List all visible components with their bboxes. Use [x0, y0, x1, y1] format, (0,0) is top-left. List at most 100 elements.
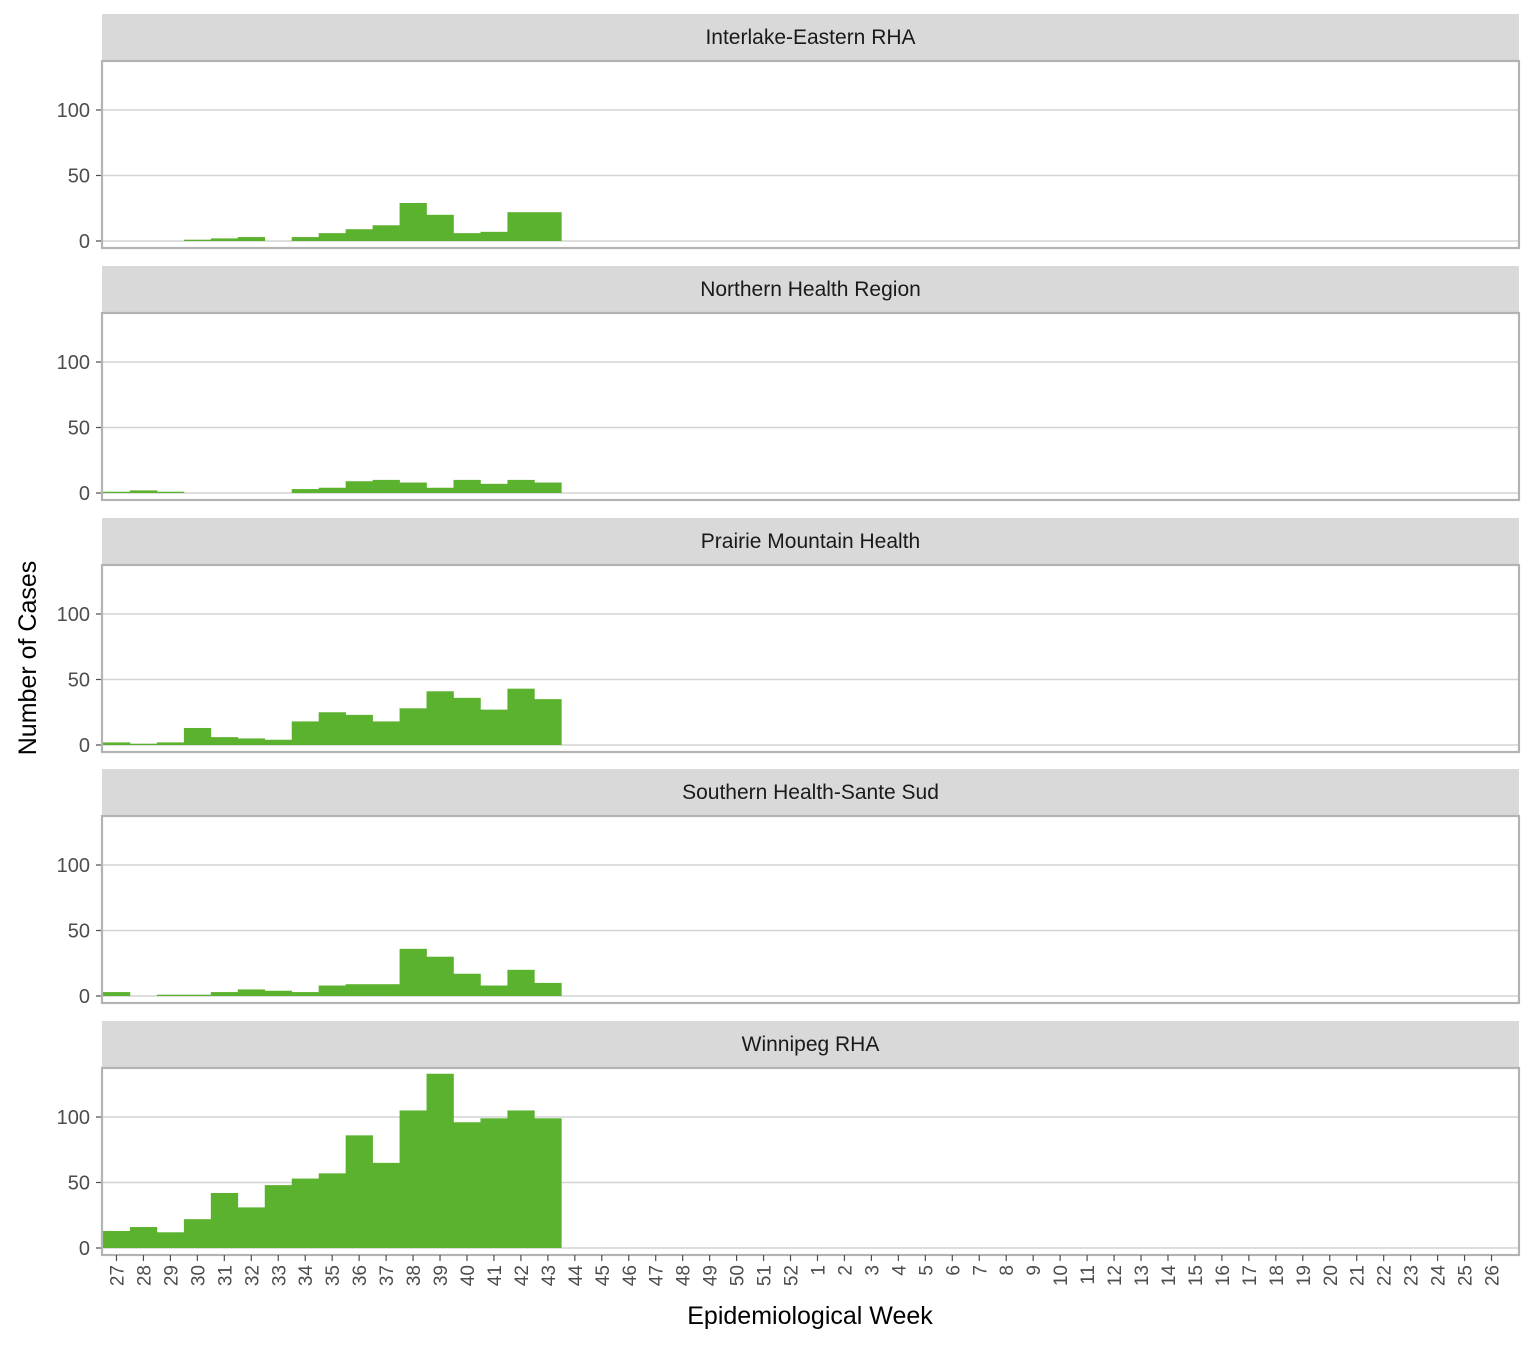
x-tick-label: 43 — [539, 1265, 560, 1286]
panel: Southern Health-Sante Sud 0 50 100 — [57, 769, 1521, 1008]
bar — [372, 225, 400, 241]
y-tick-label: 0 — [79, 231, 90, 253]
bar — [507, 688, 535, 745]
bar — [453, 1122, 481, 1248]
bar — [291, 992, 319, 996]
x-tick-label: 5 — [916, 1265, 937, 1276]
bar — [318, 712, 346, 745]
x-tick-label: 9 — [1024, 1265, 1045, 1276]
x-tick-label: 39 — [431, 1265, 452, 1286]
bar — [480, 709, 508, 745]
bar — [318, 487, 346, 493]
x-tick-label: 34 — [296, 1265, 317, 1287]
plot-area — [102, 61, 1519, 248]
bar — [426, 487, 454, 493]
bar — [210, 238, 239, 241]
x-tick-label: 4 — [889, 1265, 910, 1276]
bar — [480, 231, 508, 241]
panel-title: Northern Health Region — [700, 278, 921, 301]
bar — [534, 1118, 562, 1248]
x-tick-label: 18 — [1267, 1265, 1288, 1286]
bar — [103, 992, 131, 996]
x-tick-label: 1 — [808, 1265, 829, 1276]
bar — [372, 721, 400, 745]
y-tick-label: 50 — [68, 1173, 90, 1195]
bar — [345, 984, 373, 996]
bar — [534, 212, 562, 241]
x-tick-label: 48 — [674, 1265, 695, 1286]
x-tick-label: 38 — [404, 1265, 425, 1286]
x-tick-label: 46 — [620, 1265, 641, 1286]
bar — [291, 237, 319, 241]
panel-strip — [102, 518, 1519, 564]
x-tick-label: 31 — [215, 1265, 236, 1286]
x-tick-label: 2 — [835, 1265, 856, 1276]
x-tick-label: 40 — [458, 1265, 479, 1286]
bar — [210, 1192, 239, 1248]
bar — [264, 1185, 293, 1248]
x-tick-label: 27 — [107, 1265, 128, 1286]
y-tick-label: 100 — [57, 352, 90, 374]
panel: Prairie Mountain Health 0 50 100 — [57, 518, 1521, 757]
bar — [237, 989, 266, 996]
plot-area — [102, 313, 1519, 500]
bar — [453, 973, 481, 996]
bar — [453, 697, 481, 745]
x-tick-label: 42 — [512, 1265, 533, 1286]
bar — [237, 738, 266, 745]
x-tick-label: 41 — [485, 1265, 506, 1286]
bar — [426, 1073, 454, 1248]
x-tick-label: 15 — [1186, 1265, 1207, 1286]
x-tick-label: 26 — [1483, 1265, 1504, 1286]
bar — [534, 482, 562, 493]
bar — [399, 708, 427, 745]
x-tick-label: 36 — [350, 1265, 371, 1286]
bar — [264, 739, 293, 745]
panel-title: Interlake-Eastern RHA — [705, 26, 915, 49]
x-tick-label: 11 — [1078, 1265, 1099, 1285]
y-tick-label: 0 — [79, 735, 90, 757]
bar — [318, 1173, 346, 1248]
y-tick-label: 100 — [57, 855, 90, 877]
bar — [183, 727, 212, 745]
x-tick-label: 22 — [1375, 1265, 1396, 1286]
y-tick-label: 50 — [68, 166, 90, 188]
bar — [156, 994, 185, 996]
x-tick-label: 6 — [943, 1265, 964, 1276]
x-tick-label: 21 — [1348, 1265, 1369, 1286]
y-tick-label: 100 — [57, 100, 90, 122]
panel-border — [100, 814, 1521, 1005]
panel-border — [100, 311, 1521, 502]
x-tick-label: 37 — [377, 1265, 398, 1286]
x-tick-label: 52 — [782, 1265, 803, 1286]
y-tick-label: 50 — [68, 921, 90, 943]
x-tick-label: 19 — [1294, 1265, 1315, 1286]
bar — [103, 742, 131, 745]
bar — [156, 742, 185, 745]
x-tick-label: 51 — [755, 1265, 776, 1286]
bar — [129, 490, 158, 493]
bar — [291, 489, 319, 493]
y-tick-label: 100 — [57, 604, 90, 626]
x-tick-label: 35 — [323, 1265, 344, 1286]
bar — [399, 203, 427, 241]
panel-strip — [102, 1021, 1519, 1067]
bar — [372, 984, 400, 996]
bar — [183, 994, 212, 996]
bar — [291, 721, 319, 745]
bar — [480, 483, 508, 493]
panel-border — [100, 59, 1521, 250]
panel-border — [100, 563, 1521, 754]
bar — [345, 1135, 373, 1248]
panel-title: Winnipeg RHA — [742, 1033, 880, 1056]
x-tick-label: 3 — [862, 1265, 883, 1276]
bar — [129, 1227, 158, 1248]
x-tick-label: 16 — [1213, 1265, 1234, 1286]
bar — [426, 691, 454, 745]
x-tick-label: 32 — [242, 1265, 263, 1286]
panel: Northern Health Region 0 50 100 — [57, 266, 1521, 505]
x-tick-label: 29 — [161, 1265, 182, 1286]
bar — [480, 985, 508, 996]
panel-border — [100, 1066, 1521, 1257]
x-tick-label: 10 — [1051, 1265, 1072, 1286]
